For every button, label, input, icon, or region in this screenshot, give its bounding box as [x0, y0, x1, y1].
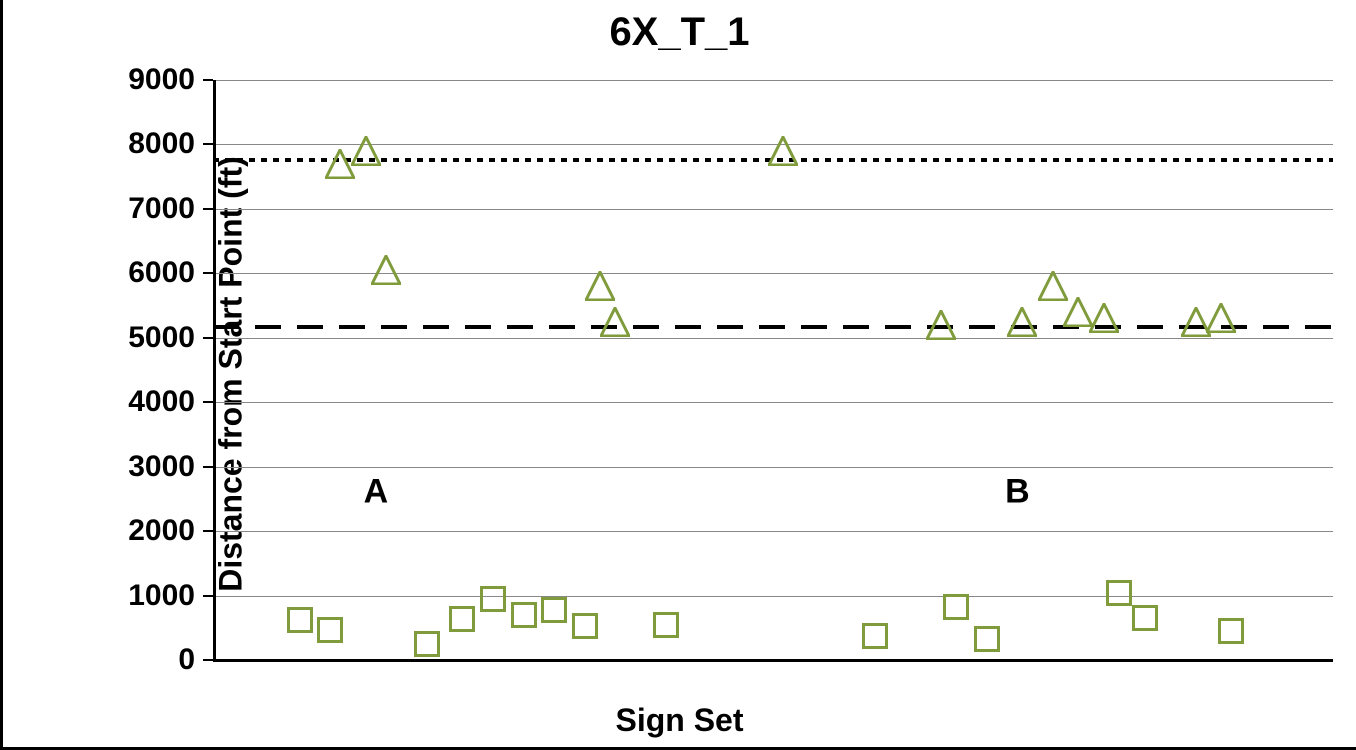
ytick-label: 5000: [128, 321, 195, 355]
gridline: [213, 338, 1333, 339]
square-marker: [287, 607, 313, 633]
y-axis-line: [213, 80, 216, 660]
square-marker: [1132, 605, 1158, 631]
square-marker: [1218, 618, 1244, 644]
ytick-label: 4000: [128, 385, 195, 419]
ytick-label: 6000: [128, 256, 195, 290]
gridline: [213, 467, 1333, 468]
square-marker: [541, 597, 567, 623]
ytick-mark: [203, 208, 213, 210]
ytick-mark: [203, 530, 213, 532]
triangle-marker: [351, 136, 381, 166]
ytick-mark: [203, 595, 213, 597]
ytick-label: 1000: [128, 579, 195, 613]
square-marker: [974, 626, 1000, 652]
square-marker: [414, 631, 440, 657]
x-axis-line: [213, 659, 1333, 662]
ytick-label: 8000: [128, 127, 195, 161]
ytick-mark: [203, 401, 213, 403]
square-marker: [317, 617, 343, 643]
square-marker: [943, 594, 969, 620]
ytick-label: 7000: [128, 192, 195, 226]
plot-area: 0100020003000400050006000700080009000AB: [213, 80, 1333, 660]
gridline: [213, 596, 1333, 597]
square-marker: [653, 612, 679, 638]
triangle-marker: [585, 271, 615, 301]
square-marker: [1106, 580, 1132, 606]
gridline: [213, 531, 1333, 532]
square-marker: [572, 613, 598, 639]
group-label: A: [364, 473, 389, 512]
square-marker: [862, 623, 888, 649]
ytick-mark: [203, 143, 213, 145]
ytick-mark: [203, 659, 213, 661]
chart-title: 6X_T_1: [3, 10, 1356, 55]
ytick-mark: [203, 272, 213, 274]
reference-line: [213, 316, 1333, 320]
chart-container: 6X_T_1 Distance from Start Point (ft) Si…: [0, 0, 1356, 750]
group-label: B: [1005, 473, 1030, 512]
triangle-marker: [768, 136, 798, 166]
gridline: [213, 402, 1333, 403]
triangle-marker: [371, 255, 401, 285]
x-axis-label: Sign Set: [3, 702, 1356, 739]
ytick-label: 2000: [128, 514, 195, 548]
ytick-mark: [203, 466, 213, 468]
ytick-label: 3000: [128, 450, 195, 484]
triangle-marker: [1007, 307, 1037, 337]
ytick-mark: [203, 79, 213, 81]
square-marker: [449, 606, 475, 632]
triangle-marker: [600, 307, 630, 337]
triangle-marker: [1206, 303, 1236, 333]
gridline: [213, 209, 1333, 210]
square-marker: [511, 602, 537, 628]
triangle-marker: [1089, 303, 1119, 333]
triangle-marker: [926, 310, 956, 340]
square-marker: [480, 586, 506, 612]
ytick-label: 9000: [128, 63, 195, 97]
ytick-label: 0: [178, 643, 195, 677]
ytick-mark: [203, 337, 213, 339]
gridline: [213, 80, 1333, 81]
